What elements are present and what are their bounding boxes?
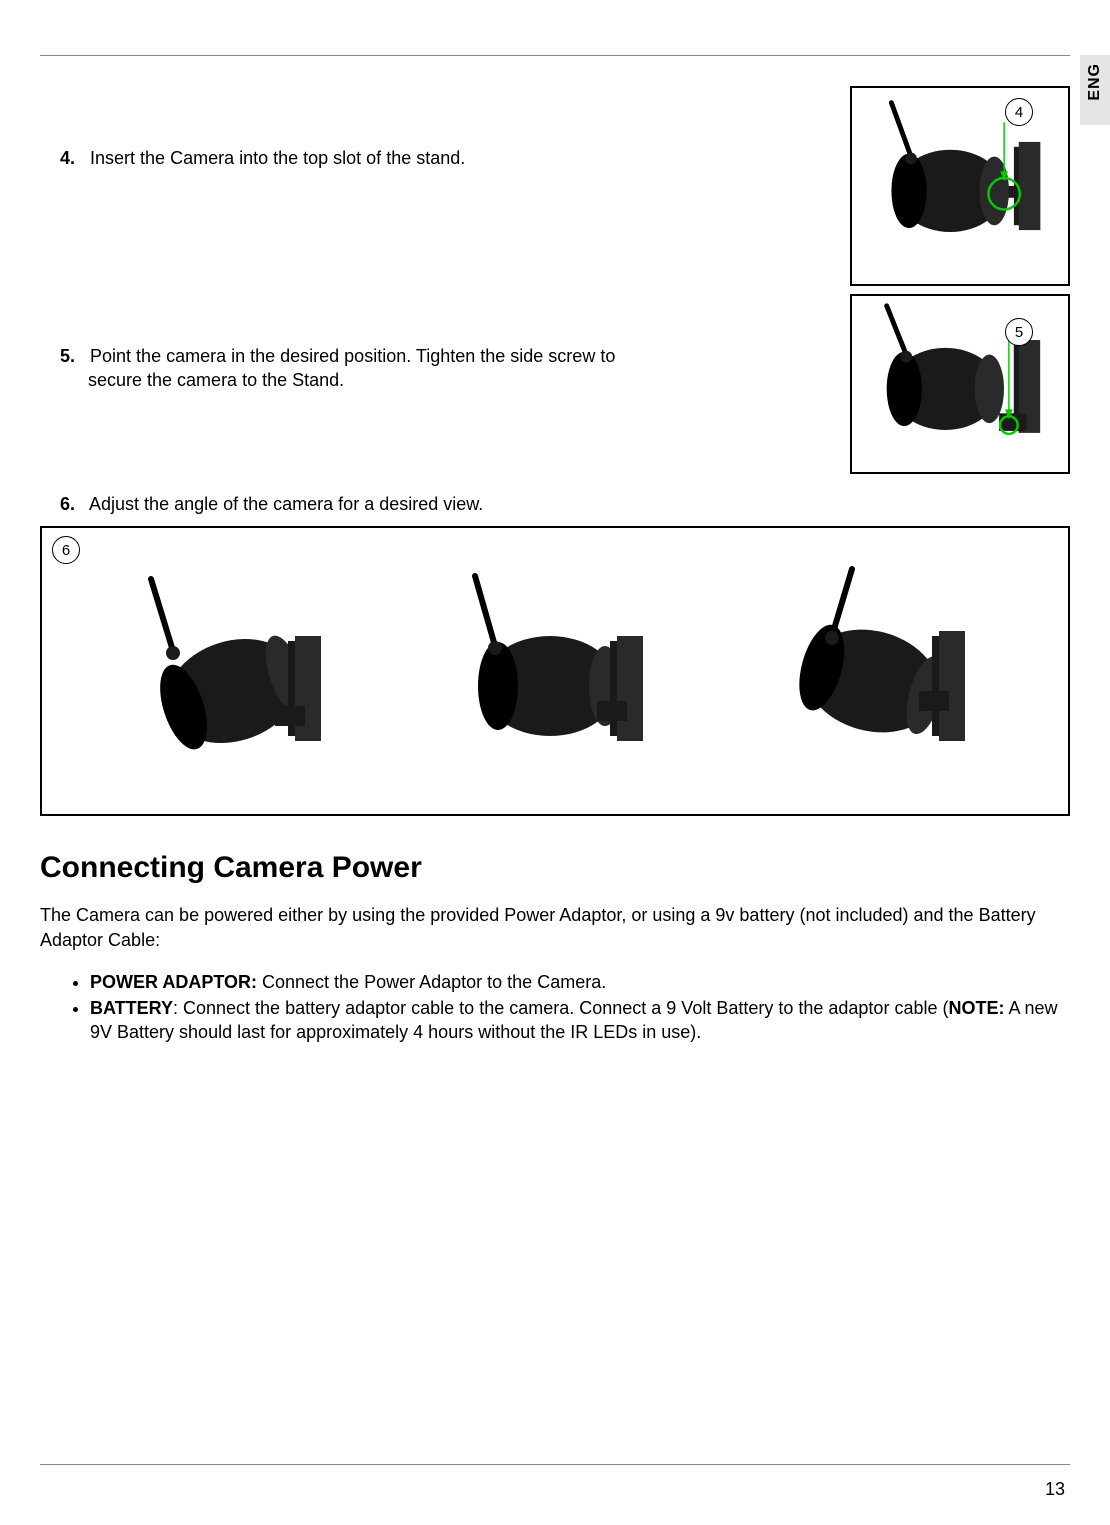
figure-4: 4 [850,86,1070,286]
callout-6: 6 [52,536,80,564]
camera-angle-a [103,551,363,791]
step-5-block: 5. Point the camera in the desired posit… [40,294,1070,474]
step-5-body-1: Point the camera in the desired position… [90,346,615,366]
page-number: 13 [1045,1479,1065,1500]
language-tab: ENG [1080,55,1110,125]
figure-6: 6 [40,526,1070,816]
camera-figure-4-svg [852,88,1068,284]
page-container: ENG 4. Insert the Camera into the top sl… [0,55,1110,1525]
section-heading: Connecting Camera Power [40,851,1070,885]
content-area: 4. Insert the Camera into the top slot o… [40,56,1070,1045]
step-5-text: 5. Point the camera in the desired posit… [40,294,830,393]
step-4-block: 4. Insert the Camera into the top slot o… [40,86,1070,286]
step-6-body: Adjust the angle of the camera for a des… [89,494,483,514]
power-adaptor-item: POWER ADAPTOR: Connect the Power Adaptor… [90,970,1070,994]
step-5-body-2: secure the camera to the Stand. [40,368,830,392]
camera-figure-5-svg [852,296,1068,472]
figure-5: 5 [850,294,1070,474]
step-4-body: Insert the Camera into the top slot of t… [90,148,465,168]
callout-4: 4 [1005,98,1033,126]
step-5-num: 5. [60,346,75,366]
bottom-rule [40,1464,1070,1465]
step-6-num: 6. [60,494,75,514]
camera-angle-b [425,551,685,791]
camera-angle-c [747,551,1007,791]
section-intro: The Camera can be powered either by usin… [40,903,1070,952]
battery-item: BATTERY: Connect the battery adaptor cab… [90,996,1070,1045]
step-6-block: 6. Adjust the angle of the camera for a … [40,482,1070,516]
power-options-list: POWER ADAPTOR: Connect the Power Adaptor… [40,970,1070,1045]
step-4-num: 4. [60,148,75,168]
language-label: ENG [1086,63,1104,101]
callout-5: 5 [1005,318,1033,346]
step-6-text: 6. Adjust the angle of the camera for a … [40,482,1070,516]
step-4-text: 4. Insert the Camera into the top slot o… [40,86,830,170]
